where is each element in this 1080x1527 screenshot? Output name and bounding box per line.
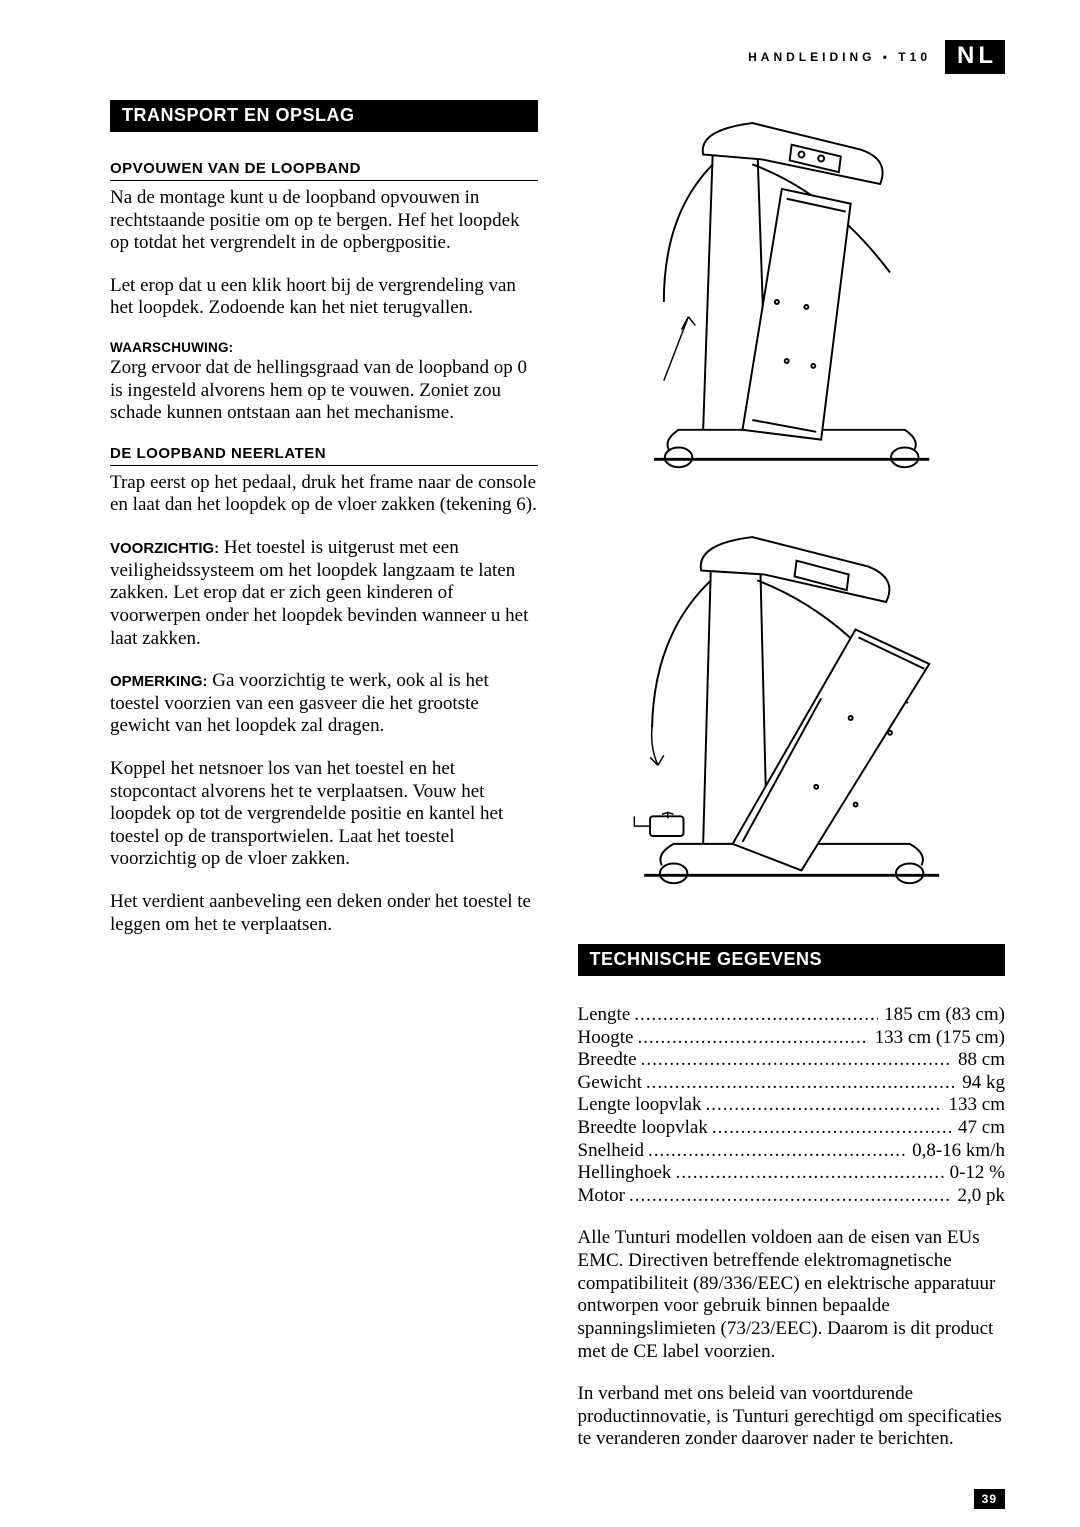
spec-row: Gewicht 94 kg (578, 1072, 1006, 1095)
spec-row: Snelheid 0,8-16 km/h (578, 1140, 1006, 1163)
page-number: 39 (974, 1489, 1005, 1509)
para-lower-2: Koppel het netsnoer los van het toestel … (110, 758, 538, 871)
para-lower-1: Trap eerst op het pedaal, druk het frame… (110, 472, 538, 517)
note-label: OPMERKING: (110, 673, 208, 690)
spec-value: 2,0 pk (952, 1185, 1006, 1208)
spec-value: 47 cm (952, 1117, 1005, 1140)
subhead-fold: OPVOUWEN VAN DE LOOPBAND (110, 160, 538, 181)
treadmill-folded-figure (578, 100, 1006, 504)
language-badge: NL (945, 40, 1005, 74)
spec-dots (630, 1004, 878, 1027)
spec-dots (671, 1162, 943, 1185)
spec-value: 0,8-16 km/h (906, 1140, 1005, 1163)
warning-label: WAARSCHUWING: (110, 340, 538, 355)
subhead-lower: DE LOOPBAND NEERLATEN (110, 445, 538, 466)
spec-value: 0-12 % (944, 1162, 1005, 1185)
spec-row: Breedte loopvlak 47 cm (578, 1117, 1006, 1140)
spec-label: Hellinghoek (578, 1162, 672, 1185)
para-lower-3: Het verdient aanbeveling een deken onder… (110, 891, 538, 936)
note-para: OPMERKING: Ga voorzichtig te werk, ook a… (110, 670, 538, 738)
section-title-transport: TRANSPORT EN OPSLAG (110, 100, 538, 132)
specs-table: Lengte 185 cm (83 cm) Hoogte 133 cm (175 c… (578, 1004, 1006, 1207)
para-fold-1: Na de montage kunt u de loopband opvouwe… (110, 187, 538, 255)
spec-label: Snelheid (578, 1140, 645, 1163)
spec-dots (708, 1117, 952, 1140)
right-column: TECHNISCHE GEGEVENS Lengte 185 cm (83 cm)… (578, 100, 1006, 1487)
spec-row: Breedte 88 cm (578, 1049, 1006, 1072)
spec-label: Gewicht (578, 1072, 642, 1095)
spec-value: 133 cm (943, 1094, 1005, 1117)
compliance-text: Alle Tunturi modellen voldoen aan de eis… (578, 1227, 1006, 1363)
spec-value: 88 cm (952, 1049, 1005, 1072)
treadmill-illustrations (578, 100, 1006, 920)
spec-row: Lengte loopvlak 133 cm (578, 1094, 1006, 1117)
spec-value: 185 cm (83 cm) (878, 1004, 1005, 1027)
spec-dots (625, 1185, 952, 1208)
spec-dots (633, 1027, 868, 1050)
spec-row: Motor 2,0 pk (578, 1185, 1006, 1208)
spec-dots (637, 1049, 952, 1072)
spec-value: 94 kg (956, 1072, 1005, 1095)
caution-para: VOORZICHTIG: Het toestel is uitgerust me… (110, 537, 538, 650)
spec-dots (644, 1140, 906, 1163)
section-title-specs: TECHNISCHE GEGEVENS (578, 944, 1006, 976)
page-header: HANDLEIDING • T10 NL (748, 40, 1005, 74)
spec-label: Breedte loopvlak (578, 1117, 708, 1140)
header-label: HANDLEIDING • T10 (748, 50, 931, 64)
warning-text: Zorg ervoor dat de hellingsgraad van de … (110, 357, 538, 425)
disclaimer-text: In verband met ons beleid van voortduren… (578, 1383, 1006, 1451)
spec-label: Lengte loopvlak (578, 1094, 702, 1117)
treadmill-folded-icon (595, 100, 988, 504)
spec-row: Hellinghoek 0-12 % (578, 1162, 1006, 1185)
page-content: TRANSPORT EN OPSLAG OPVOUWEN VAN DE LOOP… (110, 100, 1005, 1487)
treadmill-lowering-icon (595, 516, 988, 920)
spec-row: Hoogte 133 cm (175 cm) (578, 1027, 1006, 1050)
spec-label: Hoogte (578, 1027, 634, 1050)
spec-label: Breedte (578, 1049, 637, 1072)
spec-dots (642, 1072, 956, 1095)
left-column: TRANSPORT EN OPSLAG OPVOUWEN VAN DE LOOP… (110, 100, 538, 1487)
spec-label: Motor (578, 1185, 626, 1208)
spec-row: Lengte 185 cm (83 cm) (578, 1004, 1006, 1027)
spec-dots (702, 1094, 943, 1117)
para-fold-2: Let erop dat u een klik hoort bij de ver… (110, 275, 538, 320)
spec-value: 133 cm (175 cm) (869, 1027, 1005, 1050)
caution-label: VOORZICHTIG: (110, 540, 219, 557)
treadmill-lowering-figure (578, 516, 1006, 920)
spec-label: Lengte (578, 1004, 631, 1027)
